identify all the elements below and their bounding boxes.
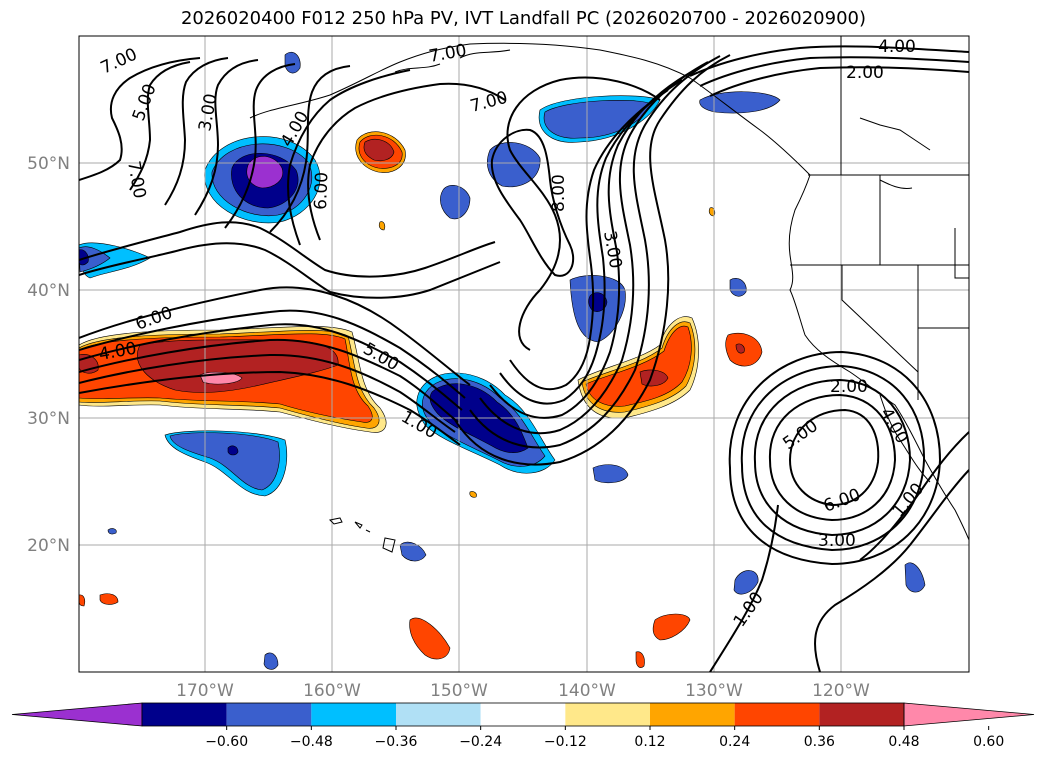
contour-nw-lines bbox=[79, 57, 201, 181]
contour-label: 3.00 bbox=[818, 531, 856, 551]
lon-label: 130°W bbox=[685, 681, 743, 701]
lon-label: 160°W bbox=[303, 681, 361, 701]
contour-se-outer-2 bbox=[814, 469, 969, 672]
colorbar-ticks: −0.60 −0.48 −0.36 −0.24 −0.12 0.12 0.24 0.36 0.4… bbox=[205, 726, 1004, 750]
colorbar-outline bbox=[141, 702, 905, 727]
lon-label: 140°W bbox=[558, 681, 616, 701]
contour-label: 4.00 bbox=[878, 37, 916, 57]
colorbar-segment bbox=[142, 703, 227, 726]
lat-label: 40°N bbox=[27, 281, 70, 301]
lon-label: 170°W bbox=[176, 681, 234, 701]
colorbar-segment bbox=[650, 703, 735, 726]
colorbar-tick-label: −0.12 bbox=[544, 734, 587, 750]
contour-loop-inner bbox=[490, 128, 575, 277]
contour-central-u bbox=[454, 54, 731, 466]
lat-label: 20°N bbox=[27, 536, 70, 556]
state-borders bbox=[790, 175, 969, 400]
colorbar-segment bbox=[226, 703, 312, 726]
lat-label: 30°N bbox=[27, 409, 70, 429]
map-frame bbox=[78, 35, 970, 673]
colorbar-segment bbox=[480, 703, 566, 726]
contour-ne-lines bbox=[689, 45, 969, 77]
map-title: 2026020400 F012 250 hPa PV, IVT Landfall… bbox=[180, 8, 867, 29]
contour-label: 8.00 bbox=[549, 174, 569, 212]
contour-label: 6.00 bbox=[311, 172, 332, 211]
contour-ridge-loop bbox=[506, 76, 661, 351]
contour-label: 2.00 bbox=[830, 377, 868, 397]
colorbar-tick-label: −0.24 bbox=[459, 734, 502, 750]
colorbar-tick-label: 0.24 bbox=[719, 734, 750, 750]
contour-se-outer-1 bbox=[709, 504, 779, 672]
colorbar-tick-label: −0.36 bbox=[375, 734, 418, 750]
colorbar-segment bbox=[903, 702, 1035, 727]
colorbar: −0.60 −0.48 −0.36 −0.24 −0.12 0.12 0.24 0.36 0.4… bbox=[11, 702, 1035, 750]
contour-west-trough-1 bbox=[79, 286, 471, 386]
contour-west-ridge bbox=[79, 242, 501, 299]
colorbar-segment bbox=[565, 703, 650, 726]
contour-label: 2.00 bbox=[846, 63, 884, 83]
colorbar-segments bbox=[11, 702, 1035, 727]
colorbar-tick-label: −0.48 bbox=[290, 734, 333, 750]
alaska-coast bbox=[249, 42, 811, 176]
colorbar-tick-label: 0.12 bbox=[634, 734, 665, 750]
contour-west-trough-3 bbox=[79, 323, 463, 411]
lon-label: 120°W bbox=[812, 681, 870, 701]
colorbar-tick-label: 0.36 bbox=[804, 734, 835, 750]
lat-label: 50°N bbox=[27, 154, 70, 174]
colorbar-tick-label: 0.48 bbox=[888, 734, 919, 750]
longitude-labels: 170°W 160°W 150°W 140°W 130°W 120°W bbox=[176, 681, 870, 701]
colorbar-segment bbox=[311, 703, 396, 726]
colorbar-segment bbox=[819, 703, 904, 726]
colorbar-segment bbox=[734, 703, 820, 726]
colorbar-tick-label: −0.60 bbox=[205, 734, 248, 750]
contour-se-cyclone-1 bbox=[788, 408, 880, 507]
colorbar-tick-label: 0.60 bbox=[973, 734, 1004, 750]
contour-west-ridge-2 bbox=[79, 221, 496, 278]
lon-label: 150°W bbox=[430, 681, 488, 701]
coastlines bbox=[249, 36, 969, 553]
colorbar-segment bbox=[11, 702, 143, 727]
latitude-labels: 50°N 40°N 30°N 20°N bbox=[27, 154, 70, 556]
hawaii-islands bbox=[328, 517, 396, 553]
contour-lines bbox=[79, 45, 969, 672]
map-area: 7.00 5.00 3.00 4.00 7.00 7.00 6.00 7.00 … bbox=[79, 36, 969, 672]
contour-west-trough-2 bbox=[79, 309, 466, 399]
baja-california bbox=[879, 394, 931, 483]
colorbar-segment bbox=[396, 703, 481, 726]
north-america-west-coast bbox=[788, 174, 969, 541]
